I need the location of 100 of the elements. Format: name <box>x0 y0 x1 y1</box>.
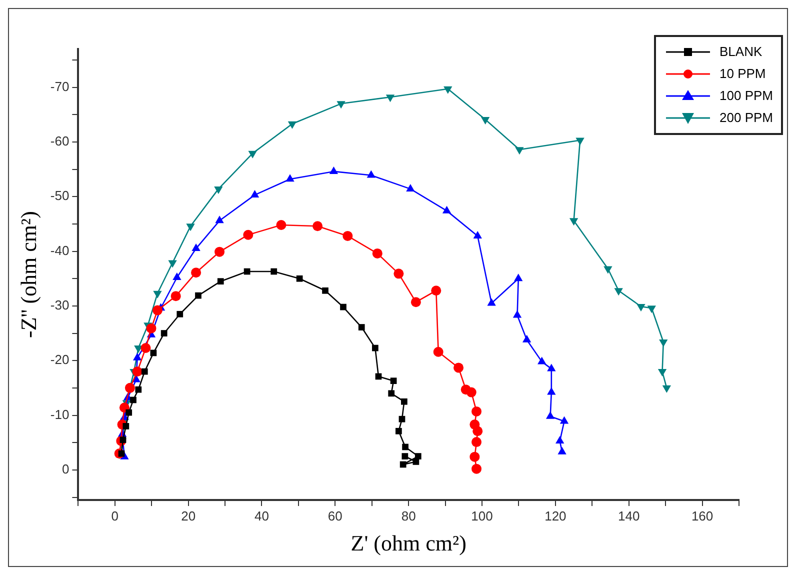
y-tick-label: -70 <box>50 78 70 94</box>
point <box>276 220 286 230</box>
point <box>604 266 612 274</box>
point <box>270 268 278 275</box>
point <box>186 224 195 232</box>
point <box>248 150 257 158</box>
point <box>322 287 328 294</box>
point <box>560 416 569 424</box>
x-tick-label: 100 <box>471 508 493 524</box>
legend-label: 100 PPM <box>720 87 773 105</box>
point <box>400 461 406 468</box>
point <box>522 334 532 342</box>
point <box>130 396 136 404</box>
x-tick-label: 60 <box>328 508 342 524</box>
point <box>410 297 421 308</box>
y-tick-label: -60 <box>50 134 70 149</box>
point <box>454 362 464 373</box>
x-tick-label: 20 <box>181 508 196 524</box>
point <box>296 275 303 282</box>
point <box>140 343 151 354</box>
point <box>515 147 524 155</box>
point <box>135 386 142 393</box>
point <box>470 452 480 462</box>
point <box>124 382 135 393</box>
legend-label: BLANK <box>720 43 762 61</box>
point <box>122 423 130 430</box>
point <box>402 444 408 450</box>
y-tick-label: 0 <box>62 462 70 477</box>
y-axis-title: -Z'' (ohm cm²) <box>16 211 41 338</box>
point <box>414 453 422 460</box>
point <box>372 248 382 258</box>
y-tick-label: -30 <box>50 298 70 313</box>
point <box>647 306 656 314</box>
point <box>340 304 346 310</box>
point <box>372 344 378 352</box>
point <box>614 288 623 296</box>
point <box>433 346 444 357</box>
point <box>214 186 223 194</box>
point <box>487 298 496 306</box>
point <box>312 221 323 232</box>
point <box>569 218 578 226</box>
point <box>401 398 408 405</box>
point <box>132 366 142 377</box>
point <box>514 274 523 282</box>
point <box>472 437 482 448</box>
point <box>472 464 482 474</box>
point <box>152 305 162 316</box>
x-tick-label: 0 <box>111 508 119 524</box>
point <box>288 121 297 129</box>
point <box>431 286 442 296</box>
point <box>662 385 672 393</box>
point <box>214 246 225 257</box>
point <box>342 230 353 241</box>
point <box>636 304 646 312</box>
point <box>160 330 168 336</box>
point <box>141 368 148 375</box>
point <box>217 278 224 285</box>
point <box>170 291 181 302</box>
point <box>538 356 546 364</box>
point <box>358 324 365 330</box>
y-tick-label: -40 <box>50 242 70 258</box>
point <box>132 352 142 360</box>
point <box>576 138 584 146</box>
point <box>191 268 202 278</box>
point <box>192 244 200 252</box>
point <box>390 378 397 384</box>
legend-label: 200 PPM <box>720 109 773 127</box>
point <box>472 426 483 436</box>
point <box>126 409 132 416</box>
point <box>396 428 402 434</box>
point <box>146 323 156 334</box>
point <box>153 290 162 298</box>
point <box>444 86 452 94</box>
point <box>172 272 182 280</box>
point <box>176 310 184 318</box>
point <box>412 458 420 465</box>
point <box>472 406 482 416</box>
x-tick-label: 120 <box>544 508 566 524</box>
x-tick-label: 160 <box>691 508 714 524</box>
x-tick-label: 80 <box>401 508 416 524</box>
point <box>547 364 556 372</box>
point <box>466 387 476 398</box>
point <box>402 453 408 460</box>
point <box>336 101 346 109</box>
point <box>243 230 254 240</box>
point <box>558 446 566 454</box>
point <box>480 117 490 125</box>
point <box>388 390 395 397</box>
point <box>556 436 564 444</box>
legend-label: 10 PPM <box>720 65 766 83</box>
point <box>394 268 404 279</box>
y-tick-label: -50 <box>50 188 70 204</box>
point <box>398 416 406 422</box>
point <box>547 387 556 395</box>
x-axis-title: Z' (ohm cm²) <box>350 530 466 556</box>
point <box>546 411 555 419</box>
point <box>512 310 522 318</box>
point <box>386 94 395 102</box>
y-tick-label: -10 <box>50 406 70 422</box>
point <box>195 292 202 299</box>
